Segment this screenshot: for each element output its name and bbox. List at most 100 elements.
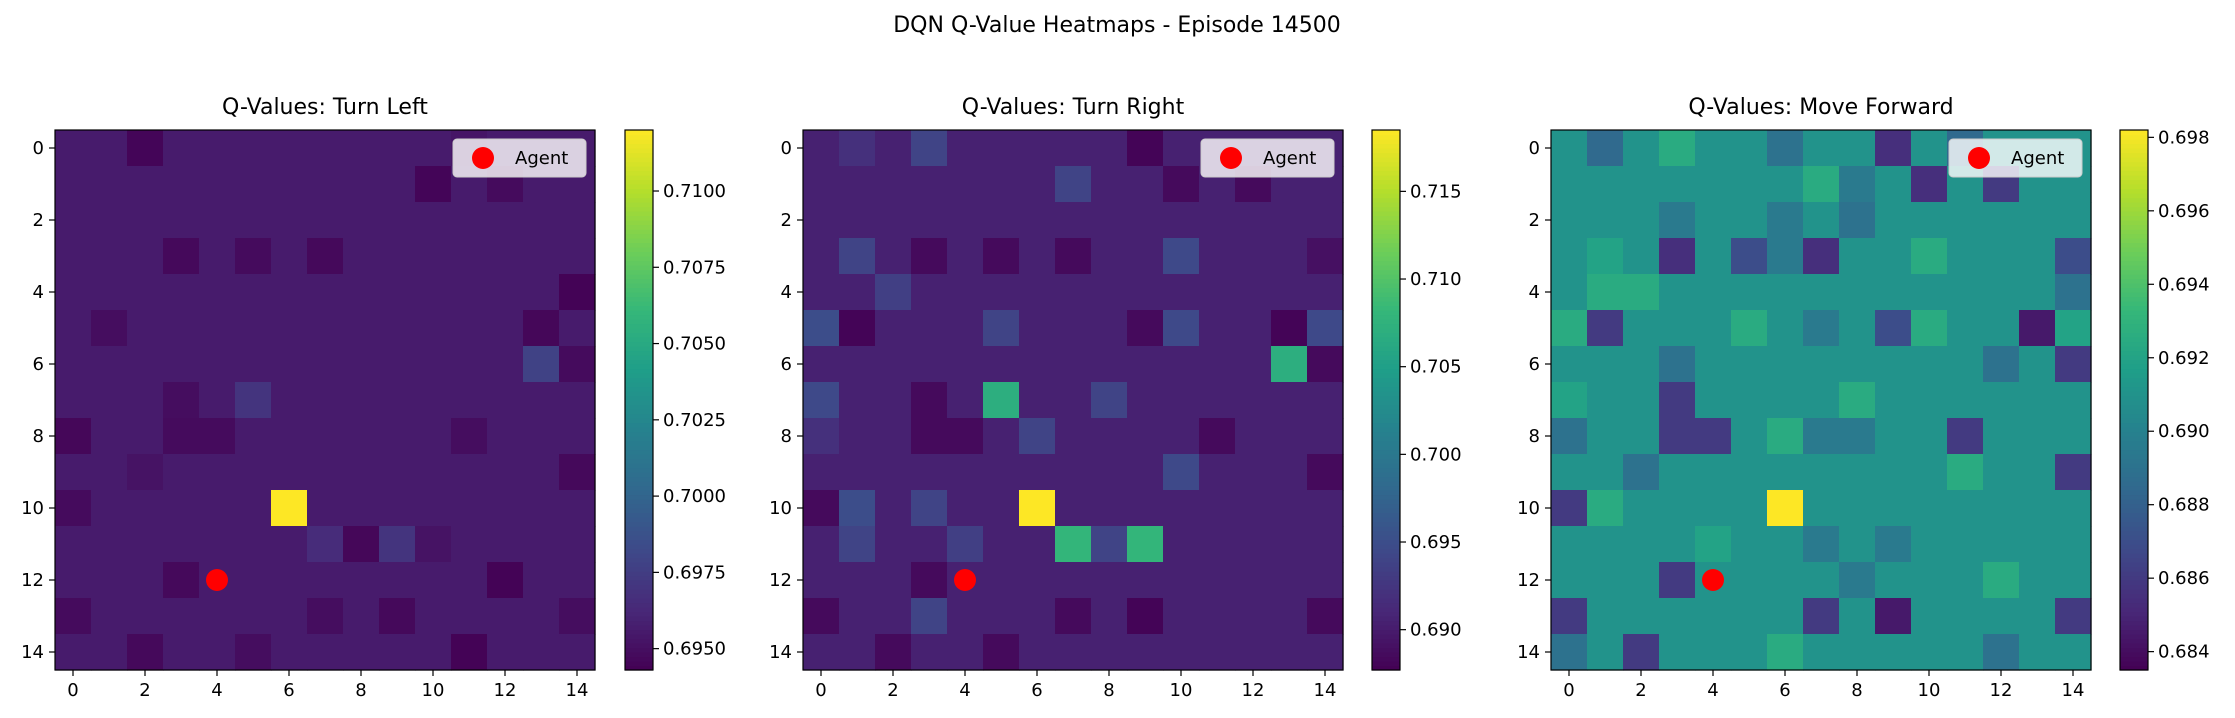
colorbar-segment bbox=[2120, 449, 2148, 455]
heatmap-cell bbox=[1271, 598, 1308, 635]
heatmap-cell bbox=[1983, 346, 2020, 383]
colorbar-segment bbox=[2120, 355, 2148, 361]
colorbar-segment bbox=[1372, 436, 1400, 442]
heatmap-cell bbox=[343, 274, 380, 311]
colorbar-segment bbox=[2120, 422, 2148, 428]
heatmap-cell bbox=[379, 598, 416, 635]
colorbar-segment bbox=[1372, 278, 1400, 284]
heatmap-cell bbox=[803, 490, 840, 527]
y-tick-label: 10 bbox=[1517, 498, 1540, 519]
heatmap-cell bbox=[307, 274, 344, 311]
heatmap-cell bbox=[199, 274, 236, 311]
heatmap-cell bbox=[271, 526, 308, 563]
heatmap-cell bbox=[1055, 274, 1092, 311]
heatmap-cell bbox=[487, 346, 524, 383]
heatmap-cell bbox=[875, 130, 912, 167]
heatmap-cell bbox=[1019, 166, 1056, 203]
agent-marker bbox=[206, 569, 228, 591]
colorbar-segment bbox=[1372, 310, 1400, 316]
colorbar-tick-label: 0.692 bbox=[2158, 348, 2210, 369]
heatmap-panel-3: Q-Values: Move Forward 0 2 4 6 8 10 12 14 0 2 4 6 8 10… bbox=[1517, 95, 2209, 701]
heatmap-cell bbox=[1695, 274, 1732, 311]
colorbar-segment bbox=[1372, 656, 1400, 662]
x-tick-label: 0 bbox=[67, 680, 78, 701]
colorbar-segment bbox=[2120, 215, 2148, 221]
heatmap-cell bbox=[163, 346, 200, 383]
heatmap-cell bbox=[91, 418, 128, 455]
panel-title: Q-Values: Turn Right bbox=[962, 95, 1185, 120]
heatmap-cell bbox=[803, 130, 840, 167]
colorbar-segment bbox=[1372, 467, 1400, 473]
colorbar-segment bbox=[1372, 373, 1400, 379]
colorbar-segment bbox=[625, 427, 653, 433]
colorbar-segment bbox=[625, 512, 653, 518]
heatmap-cell bbox=[559, 634, 596, 671]
colorbar-segment bbox=[625, 616, 653, 622]
heatmap-cell bbox=[487, 310, 524, 347]
heatmap-cell bbox=[559, 418, 596, 455]
heatmap-cell bbox=[55, 166, 92, 203]
colorbar-segment bbox=[2120, 476, 2148, 482]
heatmap-cell bbox=[1875, 562, 1912, 599]
x-tick-label: 0 bbox=[1563, 680, 1574, 701]
heatmap-cell bbox=[1019, 238, 1056, 275]
heatmap-cell bbox=[235, 418, 272, 455]
heatmap-cell bbox=[199, 130, 236, 167]
heatmap-cell bbox=[91, 526, 128, 563]
heatmap-cell bbox=[1947, 382, 1984, 419]
heatmap-cell bbox=[1235, 310, 1272, 347]
colorbar-segment bbox=[1372, 386, 1400, 392]
colorbar-segment bbox=[1372, 463, 1400, 469]
heatmap-cell bbox=[1695, 634, 1732, 671]
colorbar-segment bbox=[2120, 436, 2148, 442]
heatmap-cell bbox=[947, 490, 984, 527]
heatmap-cell bbox=[1551, 418, 1588, 455]
heatmap-cell bbox=[911, 238, 948, 275]
heatmap-cell bbox=[379, 490, 416, 527]
plot-frame bbox=[802, 129, 1344, 671]
heatmap-cell bbox=[1235, 562, 1272, 599]
heatmap-cell bbox=[523, 382, 560, 419]
x-tick-label: 4 bbox=[1707, 680, 1718, 701]
heatmap-cell bbox=[1731, 382, 1768, 419]
heatmap-cell bbox=[343, 418, 380, 455]
colorbar-segment bbox=[625, 404, 653, 410]
colorbar-segment bbox=[1372, 242, 1400, 248]
heatmap-cell bbox=[235, 490, 272, 527]
colorbar-segment bbox=[1372, 382, 1400, 388]
heatmap-cell bbox=[55, 346, 92, 383]
heatmap-cell bbox=[1695, 418, 1732, 455]
heatmap-cell bbox=[1199, 526, 1236, 563]
plot-frame bbox=[54, 129, 596, 671]
heatmap-cell bbox=[1127, 454, 1164, 491]
colorbar-segment bbox=[625, 175, 653, 181]
colorbar-segment bbox=[2120, 602, 2148, 608]
heatmap-cell bbox=[1911, 454, 1948, 491]
heatmap-cell bbox=[1659, 202, 1696, 239]
colorbar-segment bbox=[2120, 616, 2148, 622]
heatmap-cell bbox=[839, 634, 876, 671]
heatmap-cell bbox=[1587, 166, 1624, 203]
colorbar-segment bbox=[625, 148, 653, 154]
colorbar-segment bbox=[1372, 499, 1400, 505]
heatmap-cell bbox=[1947, 274, 1984, 311]
heatmap-cell bbox=[839, 598, 876, 635]
heatmap-cell bbox=[127, 274, 164, 311]
colorbar-segment bbox=[2120, 188, 2148, 194]
heatmap-cell bbox=[1307, 634, 1344, 671]
heatmap-cell bbox=[875, 490, 912, 527]
heatmap-cell bbox=[1911, 598, 1948, 635]
heatmap-cell bbox=[839, 526, 876, 563]
heatmap-cell bbox=[2019, 310, 2056, 347]
heatmap-cell bbox=[1127, 238, 1164, 275]
heatmap-cell bbox=[1623, 490, 1660, 527]
heatmap-cell bbox=[451, 634, 488, 671]
heatmap-cell bbox=[1091, 166, 1128, 203]
heatmap-cell bbox=[163, 454, 200, 491]
heatmap-cell bbox=[559, 562, 596, 599]
colorbar-segment bbox=[1372, 274, 1400, 280]
colorbar-segment bbox=[2120, 391, 2148, 397]
colorbar-segment bbox=[2120, 143, 2148, 149]
colorbar-segment bbox=[2120, 247, 2148, 253]
heatmap-cell bbox=[1947, 634, 1984, 671]
